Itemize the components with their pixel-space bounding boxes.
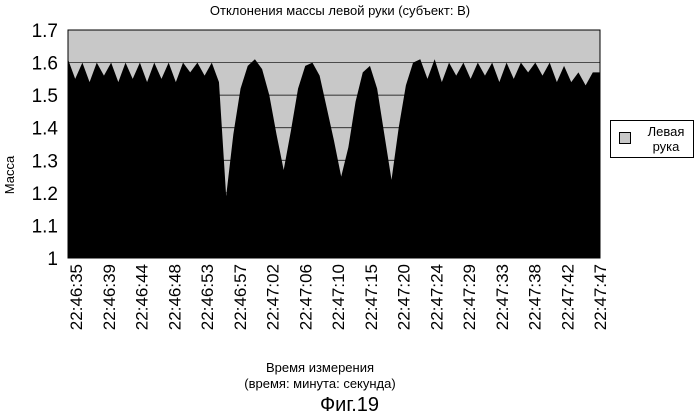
- x-tick-label: 22:47:06: [296, 264, 315, 330]
- x-tick-label: 22:46:44: [133, 264, 152, 330]
- x-tick-label: 22:47:38: [526, 264, 545, 330]
- x-axis-label-units: (время: минута: секунда): [244, 376, 395, 391]
- x-tick-label: 22:47:20: [395, 264, 414, 330]
- x-tick-label: 22:46:48: [165, 264, 184, 330]
- x-tick-label: 22:47:10: [329, 264, 348, 330]
- x-tick-label: 22:47:15: [362, 264, 381, 330]
- x-tick-label: 22:46:39: [100, 264, 119, 330]
- y-tick-label: 1: [47, 249, 58, 270]
- legend-swatch: [619, 132, 631, 144]
- x-tick-label: 22:46:57: [231, 264, 250, 330]
- chart-title: Отклонения массы левой руки (субъект: В): [210, 3, 470, 18]
- y-tick-label: 1.1: [32, 216, 58, 237]
- y-tick-label: 1.2: [32, 184, 58, 205]
- y-axis-ticks: 1.7 1.6 1.5 1.4 1.3 1.2 1.1 1: [32, 21, 59, 270]
- figure-label: Фиг.19: [0, 394, 699, 417]
- x-tick-label: 22:47:47: [591, 264, 610, 330]
- x-tick-label: 22:47:24: [427, 264, 446, 330]
- x-axis-ticks: 22:46:35 22:46:39 22:46:44 22:46:48 22:46:53…: [67, 264, 610, 330]
- x-tick-label: 22:47:02: [264, 264, 283, 330]
- x-tick-label: 22:47:29: [460, 264, 479, 330]
- y-tick-label: 1.3: [32, 151, 58, 172]
- y-tick-label: 1.4: [32, 119, 59, 140]
- x-tick-label: 22:46:35: [67, 264, 86, 330]
- x-tick-label: 22:47:33: [493, 264, 512, 330]
- legend-label: Левая рука: [639, 124, 693, 154]
- chart: Отклонения массы левой руки (субъект: В)…: [0, 0, 699, 394]
- legend: Левая рука: [610, 120, 694, 158]
- y-tick-label: 1.7: [32, 21, 58, 42]
- x-tick-label: 22:47:42: [558, 264, 577, 330]
- y-tick-label: 1.6: [32, 54, 58, 75]
- x-tick-label: 22:46:53: [198, 264, 217, 330]
- y-axis-label: Масса: [2, 155, 17, 194]
- y-tick-label: 1.5: [32, 86, 58, 107]
- x-axis-label: Время измерения: [266, 360, 374, 375]
